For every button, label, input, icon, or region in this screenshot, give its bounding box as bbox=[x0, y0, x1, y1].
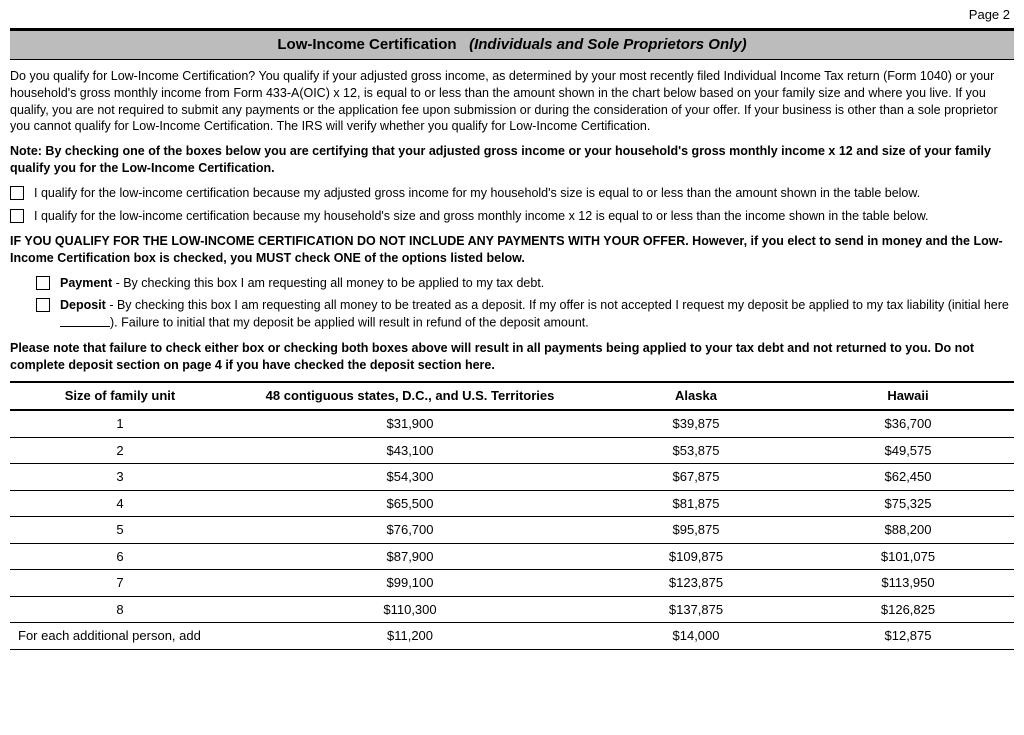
table-row: For each additional person, add$11,200$1… bbox=[10, 623, 1014, 650]
table-cell: $31,900 bbox=[230, 410, 590, 437]
table-cell: $109,875 bbox=[590, 543, 802, 570]
table-row: 8$110,300$137,875$126,825 bbox=[10, 596, 1014, 623]
section-subtitle: (Individuals and Sole Proprietors Only) bbox=[469, 36, 747, 53]
table-cell: 8 bbox=[10, 596, 230, 623]
payment-checkbox[interactable] bbox=[36, 276, 50, 290]
deposit-text-after: ). Failure to initial that my deposit be… bbox=[110, 316, 589, 330]
table-cell: $14,000 bbox=[590, 623, 802, 650]
table-row: 2$43,100$53,875$49,575 bbox=[10, 437, 1014, 464]
qualify-checkbox-1-text: I qualify for the low-income certificati… bbox=[34, 185, 1014, 202]
table-row: 6$87,900$109,875$101,075 bbox=[10, 543, 1014, 570]
qualify-checkbox-1-row: I qualify for the low-income certificati… bbox=[10, 185, 1014, 202]
qualify-checkbox-1[interactable] bbox=[10, 186, 24, 200]
table-cell: $49,575 bbox=[802, 437, 1014, 464]
table-cell: 3 bbox=[10, 464, 230, 491]
qualify-checkbox-2[interactable] bbox=[10, 209, 24, 223]
table-cell: $54,300 bbox=[230, 464, 590, 491]
payment-label: Payment bbox=[60, 276, 112, 290]
table-cell: $101,075 bbox=[802, 543, 1014, 570]
section-title: Low-Income Certification bbox=[277, 36, 456, 53]
th-size: Size of family unit bbox=[10, 382, 230, 410]
payment-text: - By checking this box I am requesting a… bbox=[112, 276, 544, 290]
table-cell: $95,875 bbox=[590, 517, 802, 544]
table-cell: $99,100 bbox=[230, 570, 590, 597]
table-cell: $43,100 bbox=[230, 437, 590, 464]
table-cell: 1 bbox=[10, 410, 230, 437]
deposit-checkbox-text: Deposit - By checking this box I am requ… bbox=[60, 297, 1014, 331]
deposit-checkbox-row: Deposit - By checking this box I am requ… bbox=[36, 297, 1014, 331]
th-48: 48 contiguous states, D.C., and U.S. Ter… bbox=[230, 382, 590, 410]
table-cell: 2 bbox=[10, 437, 230, 464]
income-table-header-row: Size of family unit 48 contiguous states… bbox=[10, 382, 1014, 410]
th-hawaii: Hawaii bbox=[802, 382, 1014, 410]
table-cell: $53,875 bbox=[590, 437, 802, 464]
table-cell: $137,875 bbox=[590, 596, 802, 623]
table-cell: 4 bbox=[10, 490, 230, 517]
table-cell: $81,875 bbox=[590, 490, 802, 517]
page-number: Page 2 bbox=[10, 6, 1014, 26]
payment-checkbox-row: Payment - By checking this box I am requ… bbox=[36, 275, 1014, 292]
table-cell: $123,875 bbox=[590, 570, 802, 597]
table-cell: $39,875 bbox=[590, 410, 802, 437]
deposit-label: Deposit bbox=[60, 298, 106, 312]
table-row: 3$54,300$67,875$62,450 bbox=[10, 464, 1014, 491]
table-cell: $36,700 bbox=[802, 410, 1014, 437]
table-cell: $62,450 bbox=[802, 464, 1014, 491]
table-cell: $12,875 bbox=[802, 623, 1014, 650]
if-qualify-paragraph: IF YOU QUALIFY FOR THE LOW-INCOME CERTIF… bbox=[10, 233, 1014, 267]
table-cell: $126,825 bbox=[802, 596, 1014, 623]
table-cell: $65,500 bbox=[230, 490, 590, 517]
table-cell: $113,950 bbox=[802, 570, 1014, 597]
table-row: 1$31,900$39,875$36,700 bbox=[10, 410, 1014, 437]
table-cell: $67,875 bbox=[590, 464, 802, 491]
table-cell: For each additional person, add bbox=[10, 623, 230, 650]
intro-paragraph: Do you qualify for Low-Income Certificat… bbox=[10, 68, 1014, 136]
initial-here-line[interactable] bbox=[60, 314, 110, 327]
table-cell: $76,700 bbox=[230, 517, 590, 544]
table-cell: 5 bbox=[10, 517, 230, 544]
table-cell: $75,325 bbox=[802, 490, 1014, 517]
please-note-paragraph: Please note that failure to check either… bbox=[10, 340, 1014, 374]
table-cell: $87,900 bbox=[230, 543, 590, 570]
table-row: 5$76,700$95,875$88,200 bbox=[10, 517, 1014, 544]
table-cell: $11,200 bbox=[230, 623, 590, 650]
section-header: Low-Income Certification (Individuals an… bbox=[10, 30, 1014, 60]
table-row: 4$65,500$81,875$75,325 bbox=[10, 490, 1014, 517]
qualify-checkbox-2-text: I qualify for the low-income certificati… bbox=[34, 208, 1014, 225]
table-cell: $88,200 bbox=[802, 517, 1014, 544]
table-cell: 6 bbox=[10, 543, 230, 570]
deposit-checkbox[interactable] bbox=[36, 298, 50, 312]
income-table: Size of family unit 48 contiguous states… bbox=[10, 381, 1014, 649]
table-cell: $110,300 bbox=[230, 596, 590, 623]
payment-checkbox-text: Payment - By checking this box I am requ… bbox=[60, 275, 1014, 292]
th-alaska: Alaska bbox=[590, 382, 802, 410]
table-row: 7$99,100$123,875$113,950 bbox=[10, 570, 1014, 597]
qualify-checkbox-2-row: I qualify for the low-income certificati… bbox=[10, 208, 1014, 225]
deposit-text-before: - By checking this box I am requesting a… bbox=[106, 298, 1009, 312]
table-cell: 7 bbox=[10, 570, 230, 597]
note-paragraph: Note: By checking one of the boxes below… bbox=[10, 143, 1014, 177]
